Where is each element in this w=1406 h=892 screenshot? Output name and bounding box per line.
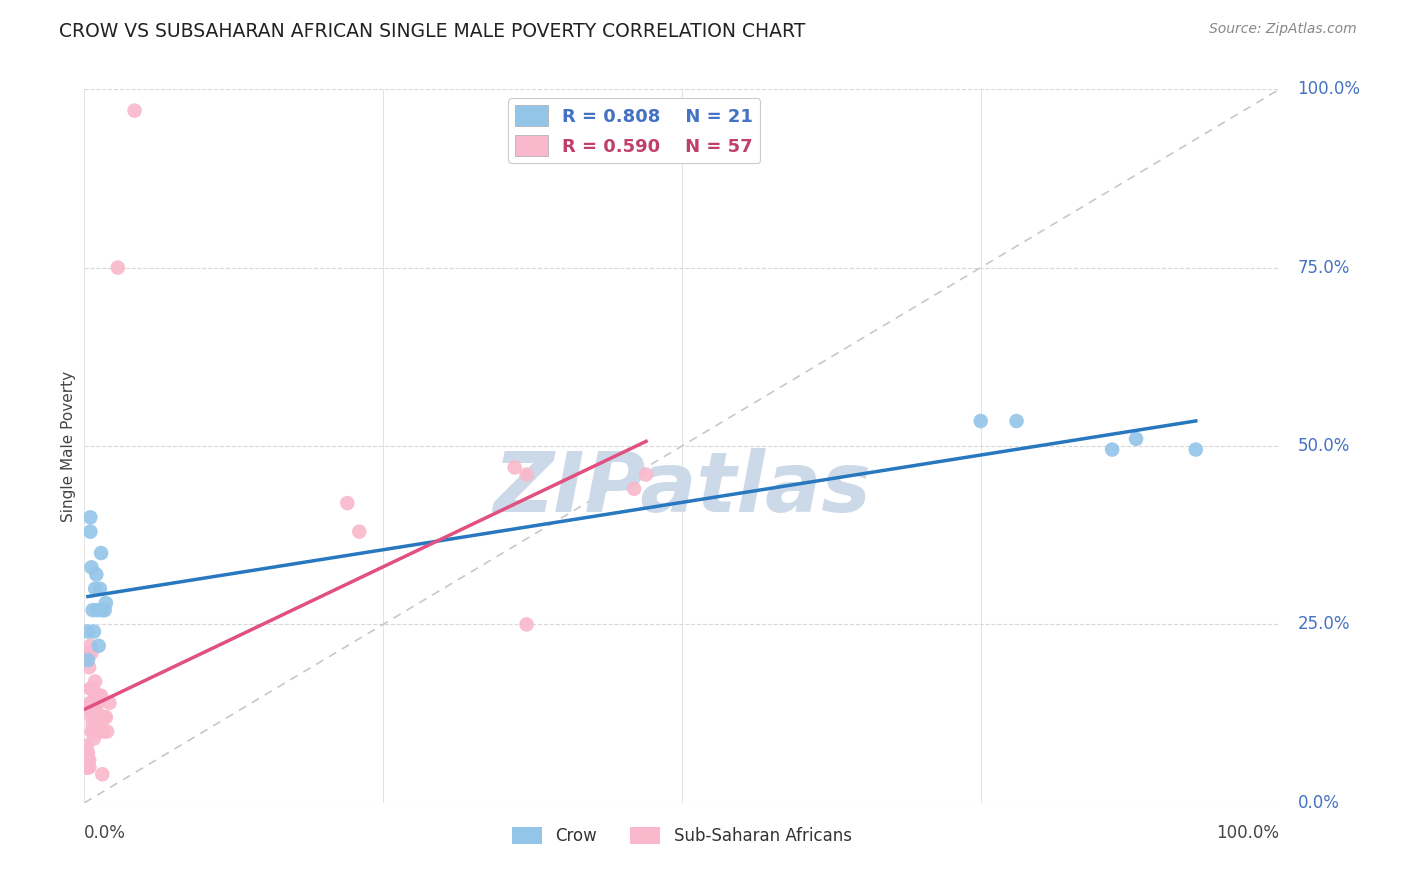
Point [1125,432,1147,446]
Point [93,603,115,617]
Point [91,603,114,617]
Point [77,753,100,767]
Point [93,710,115,724]
Point [86,603,108,617]
Point [516,617,538,632]
Point [77,653,100,667]
Text: ZIPatlas: ZIPatlas [494,449,870,529]
Point [77,760,100,774]
Point [503,460,526,475]
Point [84,674,107,689]
Point [1185,442,1208,457]
Text: 100.0%: 100.0% [1298,80,1361,98]
Point [86,717,108,731]
Point [1005,414,1028,428]
Point [76,739,98,753]
Text: 0.0%: 0.0% [1298,794,1340,812]
Point [82,603,104,617]
Point [336,496,359,510]
Point [76,753,98,767]
Point [82,696,104,710]
Text: 25.0%: 25.0% [1298,615,1350,633]
Point [636,467,658,482]
Point [75,760,97,774]
Point [349,524,371,539]
Point [77,760,100,774]
Point [83,731,105,746]
Point [80,710,103,724]
Point [87,724,110,739]
Point [77,646,100,660]
Point [75,760,97,774]
Point [84,703,107,717]
Point [1101,442,1123,457]
Point [91,767,114,781]
Point [80,560,103,574]
Point [77,760,100,774]
Text: 75.0%: 75.0% [1298,259,1350,277]
Point [77,760,100,774]
Point [84,582,107,596]
Point [77,760,100,774]
Point [94,596,117,610]
Point [80,646,103,660]
Point [89,582,111,596]
Point [80,681,103,696]
Point [82,696,104,710]
Point [623,482,645,496]
Y-axis label: Single Male Poverty: Single Male Poverty [60,370,76,522]
Point [79,510,101,524]
Point [83,624,105,639]
Text: Source: ZipAtlas.com: Source: ZipAtlas.com [1209,22,1357,37]
Point [86,696,108,710]
Point [75,753,97,767]
Point [93,724,115,739]
Point [970,414,993,428]
Point [98,696,121,710]
Point [77,624,100,639]
Point [82,681,104,696]
Text: 50.0%: 50.0% [1298,437,1350,455]
Point [107,260,129,275]
Text: 100.0%: 100.0% [1216,824,1279,842]
Point [94,710,117,724]
Point [90,546,112,560]
Text: CROW VS SUBSAHARAN AFRICAN SINGLE MALE POVERTY CORRELATION CHART: CROW VS SUBSAHARAN AFRICAN SINGLE MALE P… [59,22,806,41]
Point [79,681,101,696]
Point [86,567,108,582]
Point [86,703,108,717]
Point [76,760,98,774]
Point [79,524,101,539]
Point [76,746,98,760]
Point [79,703,101,717]
Point [83,724,105,739]
Point [96,724,118,739]
Point [77,760,100,774]
Point [124,103,146,118]
Point [76,760,98,774]
Point [82,717,104,731]
Point [84,703,107,717]
Point [89,689,111,703]
Point [87,639,110,653]
Point [516,467,538,482]
Legend: Crow, Sub-Saharan Africans: Crow, Sub-Saharan Africans [505,820,859,852]
Point [80,724,103,739]
Point [77,660,100,674]
Point [79,639,101,653]
Point [79,696,101,710]
Point [77,753,100,767]
Point [90,689,112,703]
Text: 0.0%: 0.0% [84,824,127,842]
Point [77,746,100,760]
